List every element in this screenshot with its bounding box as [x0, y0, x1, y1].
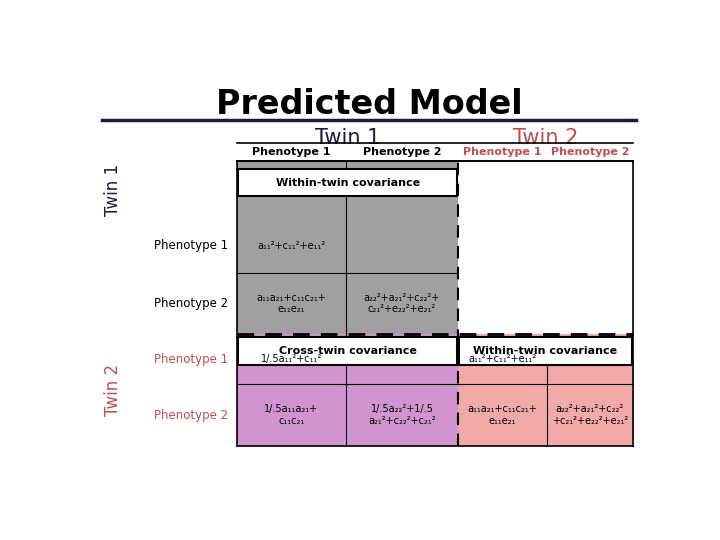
Text: Phenotype 1: Phenotype 1: [153, 239, 228, 252]
Text: Predicted Model: Predicted Model: [216, 88, 522, 121]
Text: Phenotype 1: Phenotype 1: [252, 147, 330, 157]
Text: a₁₁²+c₁₁²+e₁₁²: a₁₁²+c₁₁²+e₁₁²: [469, 354, 537, 364]
Text: a₂₂²+a₂₁²+c₂₂²
+c₂₁²+e₂₂²+e₂₁²: a₂₂²+a₂₁²+c₂₂² +c₂₁²+e₂₂²+e₂₁²: [552, 404, 628, 426]
Text: Cross-twin covariance: Cross-twin covariance: [279, 346, 417, 356]
Text: Within-twin covariance: Within-twin covariance: [473, 346, 617, 356]
FancyBboxPatch shape: [459, 338, 631, 365]
Bar: [458, 334, 632, 446]
Bar: [238, 161, 458, 334]
Text: a₂₂²+a₂₁²+c₂₂²+
c₂₁²+e₂₂²+e₂₁²: a₂₂²+a₂₁²+c₂₂²+ c₂₁²+e₂₂²+e₂₁²: [364, 293, 440, 314]
Text: Phenotype 2: Phenotype 2: [153, 409, 228, 422]
Text: a₁₁a₂₁+c₁₁c₂₁+
e₁₁e₂₁: a₁₁a₂₁+c₁₁c₂₁+ e₁₁e₂₁: [256, 293, 326, 314]
Bar: [238, 334, 458, 446]
Text: 1/.5a₁₁²+c₁₁²: 1/.5a₁₁²+c₁₁²: [261, 354, 322, 364]
Text: 1/.5a₂₂²+1/.5
a₂₁²+c₂₂²+c₂₁²: 1/.5a₂₂²+1/.5 a₂₁²+c₂₂²+c₂₁²: [368, 404, 436, 426]
Text: Phenotype 1: Phenotype 1: [464, 147, 542, 157]
Text: Within-twin covariance: Within-twin covariance: [276, 178, 420, 187]
FancyBboxPatch shape: [238, 168, 457, 197]
FancyBboxPatch shape: [238, 338, 457, 365]
Text: a₁₁²+c₁₁²+e₁₁²: a₁₁²+c₁₁²+e₁₁²: [257, 241, 325, 251]
Text: 1/.5a₁₁a₂₁+
c₁₁c₂₁: 1/.5a₁₁a₂₁+ c₁₁c₂₁: [264, 404, 318, 426]
Text: Phenotype 1: Phenotype 1: [153, 353, 228, 366]
Text: Twin 2: Twin 2: [104, 364, 122, 416]
Text: Phenotype 2: Phenotype 2: [153, 297, 228, 310]
Text: Twin 2: Twin 2: [513, 128, 578, 148]
Text: a₁₁a₂₁+c₁₁c₂₁+
e₁₁e₂₁: a₁₁a₂₁+c₁₁c₂₁+ e₁₁e₂₁: [468, 404, 538, 426]
Text: Twin 1: Twin 1: [315, 128, 380, 148]
Text: Phenotype 2: Phenotype 2: [551, 147, 629, 157]
Text: Twin 1: Twin 1: [104, 164, 122, 216]
Text: Phenotype 2: Phenotype 2: [363, 147, 441, 157]
